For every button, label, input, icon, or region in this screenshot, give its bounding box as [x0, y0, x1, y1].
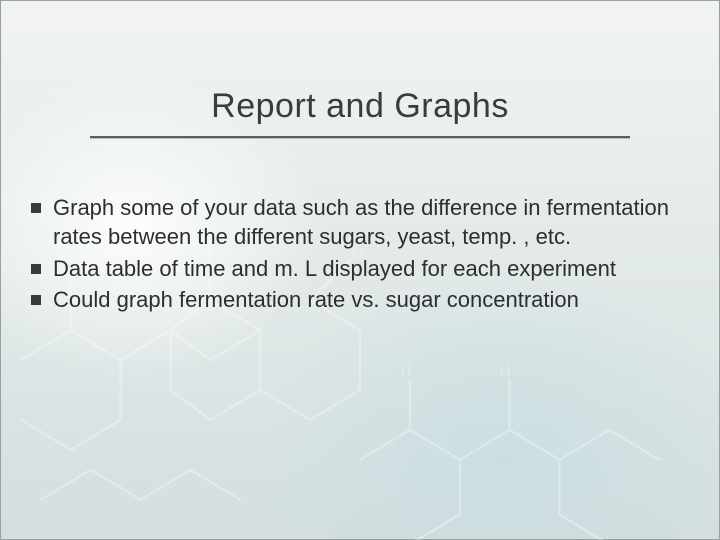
slide-title: Report and Graphs [1, 87, 719, 126]
bullet-list: Graph some of your data such as the diff… [31, 193, 679, 317]
bullet-text: Graph some of your data such as the diff… [53, 193, 679, 252]
bullet-text: Could graph fermentation rate vs. sugar … [53, 285, 579, 314]
list-item: Data table of time and m. L displayed fo… [31, 254, 679, 283]
bullet-marker-icon [31, 264, 41, 274]
title-underline [90, 136, 630, 139]
svg-text:H: H [500, 363, 512, 380]
bullet-text: Data table of time and m. L displayed fo… [53, 254, 616, 283]
list-item: Graph some of your data such as the diff… [31, 193, 679, 252]
slide: H H O H H Report and Graphs Graph some o… [0, 0, 720, 540]
svg-text:H: H [400, 363, 412, 380]
title-area: Report and Graphs [1, 87, 719, 139]
bullet-marker-icon [31, 203, 41, 213]
bullet-marker-icon [31, 295, 41, 305]
list-item: Could graph fermentation rate vs. sugar … [31, 285, 679, 314]
